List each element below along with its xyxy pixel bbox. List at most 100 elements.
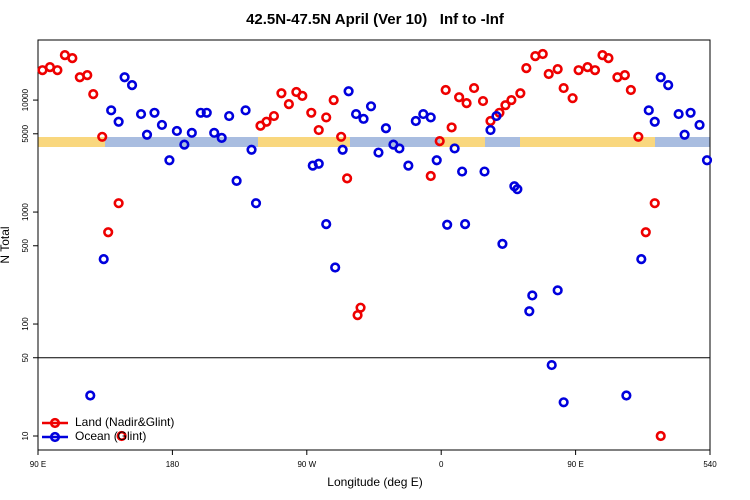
data-point bbox=[135, 108, 147, 120]
data-point bbox=[701, 155, 713, 166]
data-point bbox=[512, 184, 523, 195]
data-point bbox=[497, 238, 508, 249]
data-point bbox=[640, 227, 651, 238]
data-point bbox=[679, 129, 690, 140]
x-axis-label: Longitude (deg E) bbox=[327, 475, 422, 489]
data-point bbox=[82, 70, 93, 81]
data-point bbox=[149, 107, 160, 118]
data-point bbox=[394, 143, 405, 154]
data-point bbox=[567, 93, 578, 104]
data-point bbox=[621, 390, 632, 401]
data-point bbox=[126, 80, 138, 91]
data-point bbox=[468, 82, 480, 94]
data-point bbox=[231, 175, 242, 186]
data-point bbox=[425, 112, 436, 123]
data-point bbox=[141, 129, 153, 140]
data-point bbox=[655, 72, 666, 83]
data-point bbox=[240, 105, 251, 116]
data-point bbox=[216, 132, 227, 143]
data-point bbox=[373, 147, 384, 158]
y-tick-label: 1000 bbox=[21, 203, 30, 221]
x-tick-label: 0 bbox=[439, 460, 444, 469]
data-point bbox=[573, 65, 584, 76]
land-ocean-strip bbox=[38, 137, 710, 147]
data-point bbox=[355, 302, 366, 313]
data-point bbox=[449, 143, 460, 154]
data-point bbox=[461, 97, 472, 109]
data-point bbox=[485, 115, 496, 127]
data-point bbox=[459, 219, 471, 230]
data-point bbox=[440, 84, 451, 96]
data-point bbox=[527, 290, 538, 301]
data-point bbox=[52, 65, 63, 76]
data-point bbox=[442, 219, 453, 230]
data-point bbox=[506, 94, 517, 106]
legend-label: Land (Nadir&Glint) bbox=[75, 415, 174, 429]
data-point bbox=[603, 53, 614, 64]
data-point bbox=[365, 101, 377, 112]
data-point bbox=[558, 82, 569, 94]
data-point bbox=[485, 124, 496, 136]
data-point bbox=[521, 63, 532, 74]
data-point bbox=[103, 227, 114, 238]
data-point bbox=[649, 116, 660, 127]
data-point bbox=[330, 262, 341, 273]
data-point bbox=[179, 139, 190, 150]
legend-marker bbox=[49, 431, 61, 443]
data-point bbox=[276, 88, 287, 99]
data-point bbox=[268, 110, 280, 122]
data-point bbox=[97, 131, 108, 142]
x-tick-label: 540 bbox=[703, 460, 717, 469]
data-point bbox=[643, 105, 654, 116]
data-point bbox=[454, 92, 465, 103]
data-point bbox=[543, 68, 554, 80]
data-point bbox=[328, 94, 339, 106]
data-point bbox=[431, 155, 442, 166]
data-point bbox=[425, 170, 436, 182]
data-point bbox=[524, 306, 535, 317]
chart-title: 42.5N-47.5N April (Ver 10) Inf to -Inf bbox=[246, 11, 505, 28]
data-point bbox=[343, 86, 354, 97]
y-tick-label: 100 bbox=[21, 317, 30, 331]
data-point bbox=[537, 48, 548, 60]
x-tick-label: 180 bbox=[166, 460, 180, 469]
data-point bbox=[434, 136, 445, 147]
x-tick-label: 90 E bbox=[567, 460, 583, 469]
data-point bbox=[250, 198, 262, 209]
data-point bbox=[552, 64, 563, 75]
data-point bbox=[336, 131, 347, 142]
y-axis-label: N Total bbox=[0, 226, 12, 263]
data-point bbox=[403, 160, 414, 171]
data-point bbox=[358, 113, 369, 124]
data-point bbox=[321, 112, 332, 123]
y-tick-label: 10 bbox=[21, 431, 30, 440]
data-point bbox=[306, 107, 317, 118]
legend-marker bbox=[49, 417, 61, 429]
x-tick-label: 90 E bbox=[30, 460, 46, 469]
data-point bbox=[201, 107, 212, 118]
y-tick-label: 10000 bbox=[21, 88, 30, 111]
data-point bbox=[313, 124, 324, 136]
data-point bbox=[224, 110, 235, 122]
data-point bbox=[119, 72, 130, 83]
data-point bbox=[261, 116, 272, 127]
data-point bbox=[171, 125, 182, 137]
data-point bbox=[491, 110, 502, 122]
data-point bbox=[636, 254, 647, 265]
data-point bbox=[209, 127, 220, 138]
legend-label: Ocean (Glint) bbox=[75, 429, 146, 443]
data-point bbox=[619, 70, 630, 81]
y-tick-label: 5000 bbox=[21, 124, 30, 142]
x-tick-label: 90 W bbox=[297, 460, 316, 469]
data-point bbox=[98, 254, 109, 265]
data-point bbox=[380, 123, 392, 134]
data-point bbox=[337, 144, 348, 155]
data-point bbox=[546, 359, 557, 371]
data-point bbox=[67, 53, 78, 64]
data-point bbox=[313, 158, 324, 169]
data-point bbox=[156, 119, 168, 131]
y-tick-label: 500 bbox=[21, 239, 30, 253]
data-point bbox=[649, 198, 660, 209]
data-point bbox=[694, 119, 705, 131]
